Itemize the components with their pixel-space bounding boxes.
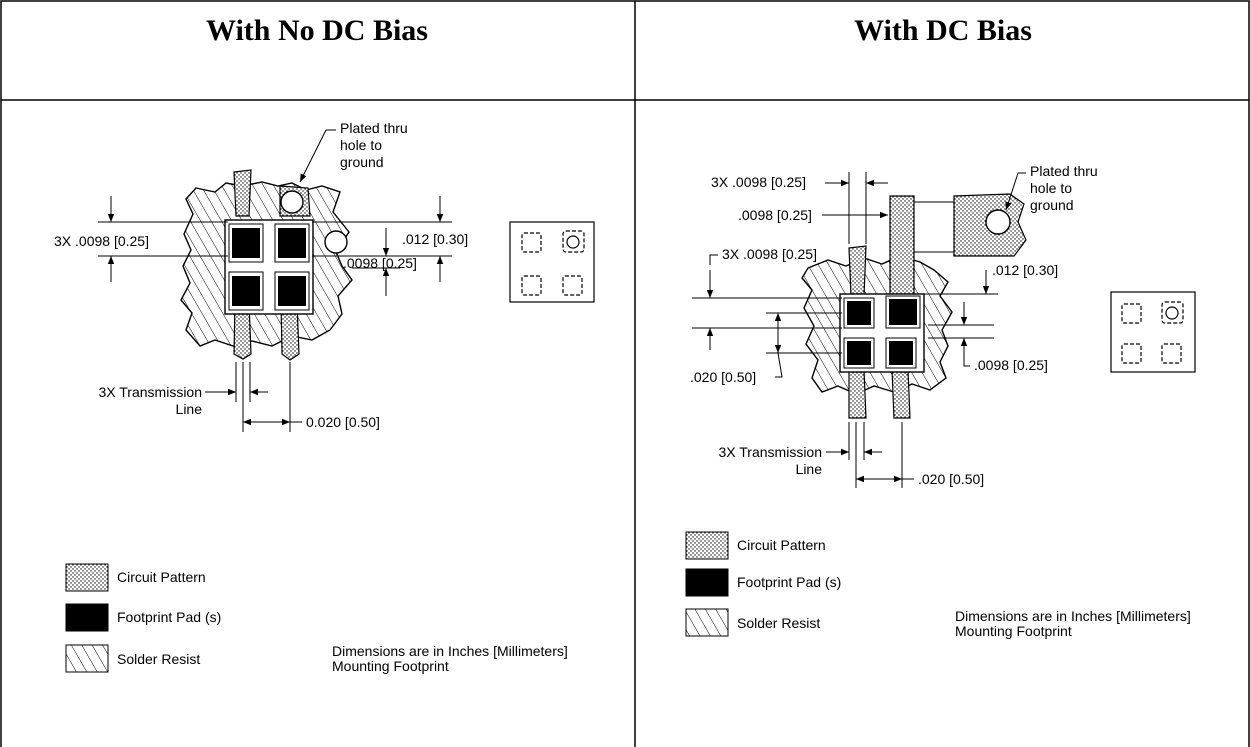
- note-mounting: Mounting Footprint: [955, 623, 1072, 639]
- legend-label: Circuit Pattern: [117, 569, 206, 585]
- label-tline-1: 3X Transmission: [719, 444, 822, 460]
- dim-0098: .0098 [0.25]: [343, 255, 417, 271]
- note-mounting: Mounting Footprint: [332, 658, 449, 674]
- dim-3x-top: 3X .0098 [0.25]: [711, 174, 806, 190]
- footprint-pad: [889, 341, 913, 365]
- legend-label: Solder Resist: [117, 651, 200, 667]
- footprint-pad: [847, 341, 871, 365]
- legend-label: Circuit Pattern: [737, 537, 826, 553]
- label-plated-hole-2: hole to: [1030, 180, 1072, 196]
- dim-3x-pad: 3X .0098 [0.25]: [722, 246, 817, 262]
- legend-swatch-pad: [685, 568, 729, 597]
- label-plated-hole-3: ground: [340, 154, 384, 170]
- header-dc-bias: With DC Bias: [854, 14, 1032, 47]
- dim-3x-pad: 3X .0098 [0.25]: [54, 233, 149, 249]
- footprint-pad: [232, 228, 260, 258]
- legend-label: Footprint Pad (s): [737, 574, 841, 590]
- transmission-line: [891, 369, 911, 419]
- header-no-dc-bias: With No DC Bias: [206, 14, 428, 47]
- footprint-pad: [278, 228, 306, 258]
- label-plated-hole-1: Plated thru: [340, 120, 408, 136]
- plated-thru-hole-edge: [324, 230, 348, 254]
- legend-swatch-resist: [685, 608, 729, 637]
- label-plated-hole-2: hole to: [340, 137, 382, 153]
- plated-thru-hole: [280, 190, 304, 214]
- label-tline-2: Line: [796, 461, 823, 477]
- label-plated-hole-3: ground: [1030, 197, 1074, 213]
- label-plated-hole-1: Plated thru: [1030, 163, 1098, 179]
- legend-label: Solder Resist: [737, 615, 820, 631]
- dim-012: .012 [0.30]: [992, 262, 1058, 278]
- footprint-pad: [889, 299, 917, 325]
- package-outline-icon: [509, 221, 595, 303]
- legend-swatch-pad: [65, 603, 109, 632]
- note-dimensions: Dimensions are in Inches [Millimeters]: [332, 643, 568, 659]
- label-tline-1: 3X Transmission: [99, 384, 202, 400]
- legend: Circuit Pattern Footprint Pad (s) Solder…: [685, 531, 841, 637]
- package-outline-icon: [1110, 291, 1196, 373]
- dim-020-left: .020 [0.50]: [690, 369, 756, 385]
- footprint-pad: [847, 301, 871, 325]
- dim-pitch: 0.020 [0.50]: [306, 414, 380, 430]
- legend-label: Footprint Pad (s): [117, 609, 221, 625]
- legend-swatch-resist: [65, 644, 109, 673]
- right-footprint-drawing: Plated thru hole to ground 3X .0098 [0.2…: [685, 163, 1196, 639]
- note-dimensions: Dimensions are in Inches [Millimeters]: [955, 608, 1191, 624]
- legend-swatch-circuit: [65, 563, 109, 592]
- plated-thru-hole: [985, 209, 1011, 235]
- dim-0098-top: .0098 [0.25]: [738, 207, 812, 223]
- legend: Circuit Pattern Footprint Pad (s) Solder…: [65, 563, 221, 673]
- dim-0098: .0098 [0.25]: [974, 357, 1048, 373]
- legend-swatch-circuit: [685, 531, 729, 560]
- dim-012: .012 [0.30]: [402, 231, 468, 247]
- left-footprint-drawing: Plated thru hole to ground 3X .0098 [0.2…: [54, 120, 595, 674]
- dc-bias-trace: [889, 195, 915, 303]
- dim-pitch: .020 [0.50]: [918, 471, 984, 487]
- footprint-pad: [232, 276, 260, 306]
- footprint-pad: [278, 276, 306, 306]
- label-tline-2: Line: [176, 401, 203, 417]
